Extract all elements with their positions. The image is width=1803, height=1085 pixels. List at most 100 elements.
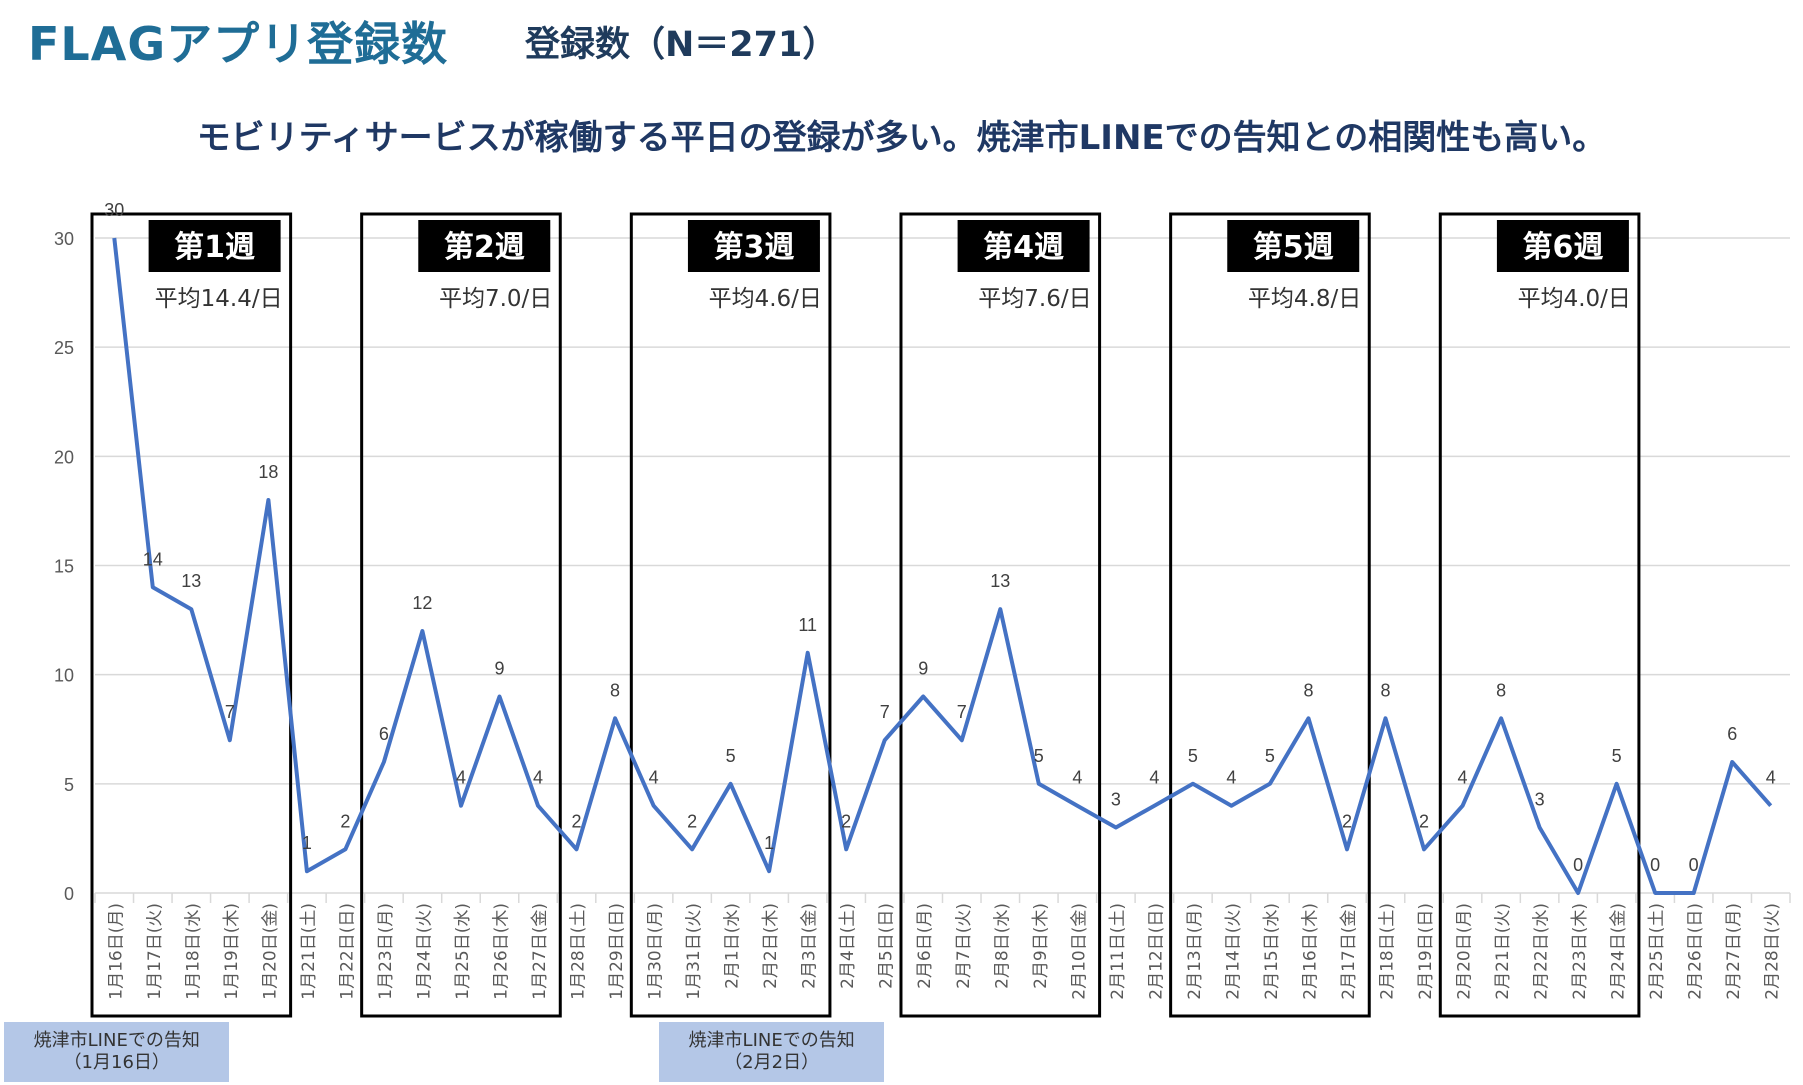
x-axis-ticks: 1月16日(月) 1月17日(火) 1月18日(水) 1月19日(木) 1月20日(金)… <box>94 893 1791 1000</box>
x-tick-label: 1月24日(火) <box>414 903 434 1000</box>
week-badge <box>1496 220 1629 272</box>
data-label: 4 <box>1072 768 1082 788</box>
x-tick-label: 2月14日(火) <box>1223 903 1243 1000</box>
page-title: FLAGアプリ登録数 <box>28 17 449 71</box>
data-label: 5 <box>1034 746 1044 766</box>
week-badge <box>148 220 281 272</box>
x-tick-label: 1月28日(土) <box>569 903 589 1000</box>
week-average: 平均4.6/日 <box>709 286 822 312</box>
x-tick-label: 2月4日(土) <box>838 903 858 989</box>
data-label: 4 <box>1226 768 1236 788</box>
data-label: 0 <box>1650 855 1660 875</box>
y-tick-label: 5 <box>64 775 74 795</box>
data-labels: 3014137181261249428425111279713543454582… <box>104 200 1776 875</box>
x-tick-label: 1月21日(土) <box>299 903 319 1000</box>
x-tick-label: 2月9日(木) <box>1031 903 1051 989</box>
week-average: 平均7.0/日 <box>439 286 552 312</box>
data-label: 4 <box>649 768 659 788</box>
x-tick-label: 2月11日(土) <box>1108 903 1128 1000</box>
x-tick-label: 1月27日(金) <box>530 903 550 1000</box>
x-tick-label: 1月31日(火) <box>684 903 704 1000</box>
x-tick-label: 1月16日(月) <box>106 903 126 1000</box>
week-label: 第5週 <box>1253 230 1334 265</box>
y-axis-ticks: 0 5 10 15 20 25 30 <box>54 229 74 904</box>
week-average: 平均4.8/日 <box>1248 286 1361 312</box>
count-label: 登録数（N＝271） <box>525 25 838 65</box>
x-tick-label: 2月7日(火) <box>954 903 974 989</box>
week-badge <box>418 220 551 272</box>
x-tick-label: 2月26日(日) <box>1686 903 1706 1000</box>
data-label: 3 <box>1535 790 1545 810</box>
x-tick-label: 2月13日(月) <box>1185 903 1205 1000</box>
data-label: 2 <box>687 811 697 831</box>
week-average: 平均4.0/日 <box>1518 286 1631 312</box>
week-label: 第2週 <box>444 230 525 265</box>
note-line-2: （1月16日） <box>63 1052 170 1073</box>
x-tick-label: 1月19日(木) <box>222 903 242 1000</box>
data-label: 7 <box>880 702 890 722</box>
data-label: 8 <box>1496 680 1506 700</box>
x-tick-label: 2月3日(金) <box>800 903 820 989</box>
y-tick-label: 15 <box>54 557 74 577</box>
data-label: 9 <box>494 659 504 679</box>
data-label: 30 <box>104 200 124 220</box>
week-boxes: 第1週平均14.4/日第2週平均7.0/日第3週平均4.6/日第4週平均7.6/… <box>90 212 1641 1018</box>
data-label: 7 <box>957 702 967 722</box>
data-label: 13 <box>181 571 201 591</box>
x-tick-label: 2月24日(金) <box>1609 903 1629 1000</box>
data-label: 0 <box>1689 855 1699 875</box>
week-badge <box>957 220 1090 272</box>
data-label: 2 <box>841 811 851 831</box>
data-label: 5 <box>1188 746 1198 766</box>
chart-subtitle: モビリティサービスが稼働する平日の登録が多い。焼津市LINEでの告知との相関性も… <box>196 118 1607 158</box>
data-label: 8 <box>1303 680 1313 700</box>
data-label: 5 <box>726 746 736 766</box>
data-label: 6 <box>1727 724 1737 744</box>
data-label: 2 <box>1342 811 1352 831</box>
x-tick-label: 2月16日(木) <box>1300 903 1320 1000</box>
week-frame <box>360 212 562 1018</box>
x-tick-label: 2月1日(水) <box>723 903 743 989</box>
data-label: 11 <box>798 615 817 635</box>
x-tick-label: 1月26日(木) <box>491 903 511 1000</box>
y-tick-label: 25 <box>54 338 74 358</box>
data-label: 6 <box>379 724 389 744</box>
y-tick-label: 10 <box>54 666 74 686</box>
x-tick-label: 2月8日(水) <box>992 903 1012 989</box>
week-badge <box>687 220 820 272</box>
x-tick-label: 2月15日(水) <box>1262 903 1282 1000</box>
x-tick-label: 2月27日(月) <box>1724 903 1744 1000</box>
x-tick-label: 2月28日(火) <box>1763 903 1783 1000</box>
week-frame <box>899 212 1102 1018</box>
x-tick-label: 1月30日(月) <box>646 903 666 1000</box>
x-tick-label: 1月23日(月) <box>376 903 396 1000</box>
data-label: 2 <box>1419 811 1429 831</box>
x-tick-label: 2月10日(金) <box>1069 903 1089 1000</box>
data-label: 4 <box>1149 768 1159 788</box>
data-label: 5 <box>1612 746 1622 766</box>
grid-lines <box>95 237 1790 894</box>
week-label: 第1週 <box>174 230 255 265</box>
week-label: 第3週 <box>713 230 794 265</box>
x-tick-label: 2月20日(月) <box>1455 903 1475 1000</box>
data-label: 1 <box>764 833 774 853</box>
y-tick-label: 30 <box>54 229 74 249</box>
x-tick-label: 2月5日(日) <box>877 903 897 989</box>
x-tick-label: 1月20日(金) <box>260 903 280 1000</box>
x-tick-label: 1月22日(日) <box>337 903 357 1000</box>
note-line-1: 焼津市LINEでの告知 <box>688 1030 855 1051</box>
x-tick-label: 2月25日(土) <box>1647 903 1667 1000</box>
data-label: 4 <box>1766 768 1776 788</box>
registration-series-line <box>112 237 1773 895</box>
week-average: 平均14.4/日 <box>155 286 283 312</box>
data-label: 7 <box>225 702 235 722</box>
data-label: 8 <box>610 680 620 700</box>
x-tick-label: 2月6日(月) <box>915 903 935 989</box>
x-tick-label: 2月12日(日) <box>1146 903 1166 1000</box>
